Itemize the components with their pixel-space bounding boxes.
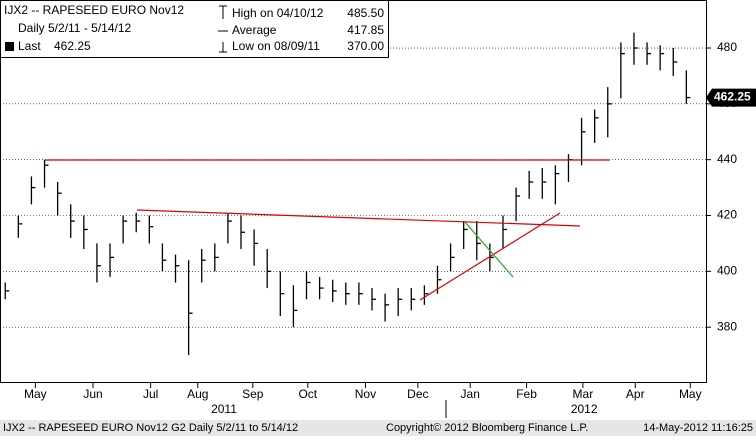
x-tick-label: May <box>679 387 702 401</box>
legend-box <box>0 0 389 58</box>
legend-label: Low on 08/09/11 <box>232 39 320 53</box>
x-tick-label: Jul <box>143 387 158 401</box>
y-tick-label: 480 <box>717 40 737 54</box>
y-tick-label: 440 <box>717 152 737 166</box>
x-tick-label: Dec <box>407 387 428 401</box>
legend-value: 462.25 <box>54 39 91 53</box>
x-tick-label: Nov <box>355 387 376 401</box>
legend-value: 370.00 <box>347 39 384 53</box>
y-tick-label: 400 <box>717 264 737 278</box>
x-tick-label: Sep <box>242 387 264 401</box>
y-tick-label: 420 <box>717 208 737 222</box>
legend-label: Last <box>18 39 41 53</box>
footer-left: IJX2 -- RAPESEED EURO Nov12 G2 Daily 5/2… <box>3 422 298 434</box>
last-price-label: 462.25 <box>714 90 751 104</box>
footer-right: 14-May-2012 11:16:25 <box>643 422 753 434</box>
trend-line <box>419 212 561 301</box>
legend-label: High on 04/10/12 <box>232 6 324 20</box>
y-tick-label: 380 <box>717 319 737 333</box>
x-tick-label: Oct <box>298 387 317 401</box>
legend-swatch <box>5 42 14 51</box>
legend-value: 485.50 <box>347 6 384 20</box>
x-tick-label: Mar <box>573 387 594 401</box>
year-label: 2011 <box>211 402 237 416</box>
x-tick-label: Jun <box>83 387 102 401</box>
year-label: 2012 <box>571 402 598 416</box>
legend-value: 417.85 <box>347 23 384 37</box>
legend-period: Daily 5/2/11 - 5/14/12 <box>18 21 132 35</box>
x-tick-label: Apr <box>626 387 645 401</box>
plot-area <box>0 32 706 356</box>
legend-title: IJX2 -- RAPESEED EURO Nov12 <box>4 3 184 17</box>
footer-center: Copyright© 2012 Bloomberg Finance L.P. <box>386 422 588 434</box>
legend-label: Average <box>232 23 277 37</box>
last-price-tag <box>706 88 756 107</box>
x-tick-label: Jan <box>461 387 480 401</box>
x-tick-label: May <box>24 387 47 401</box>
x-tick-label: Feb <box>516 387 537 401</box>
x-tick-label: Aug <box>187 387 208 401</box>
footer-bar <box>0 420 756 436</box>
trend-line <box>136 209 581 227</box>
trend-line <box>464 221 514 278</box>
